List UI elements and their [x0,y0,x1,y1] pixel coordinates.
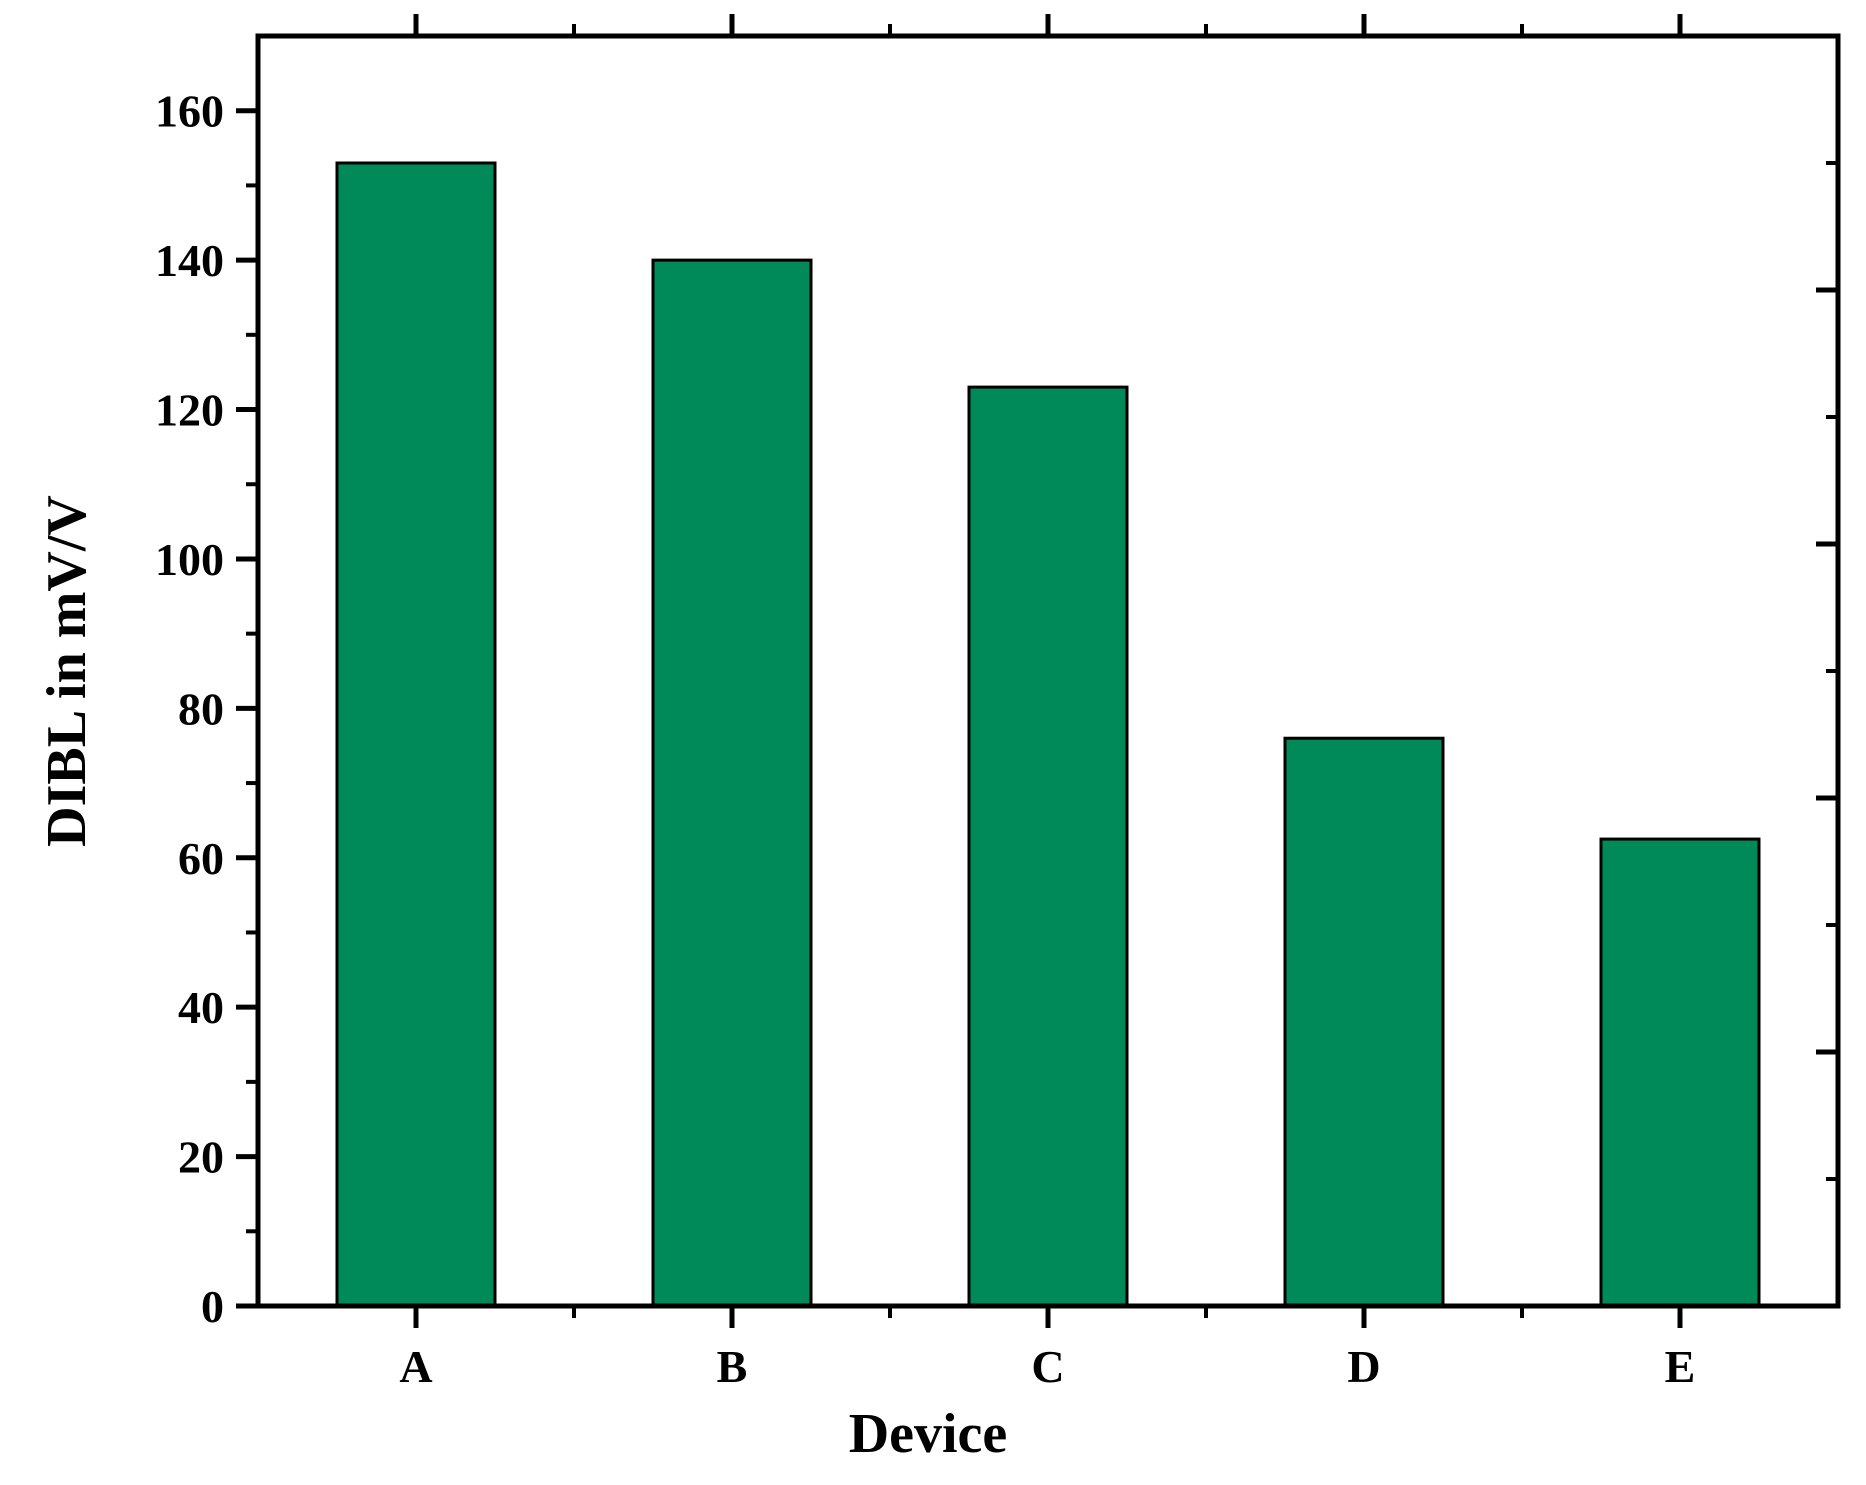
x-axis-title: Device [849,1403,1008,1465]
x-tick-label-b: B [717,1341,748,1392]
x-tick-label-a: A [399,1341,432,1392]
bar-d [1283,736,1445,1308]
y-tick-label: 0 [201,1281,224,1332]
y-tick-label: 60 [178,833,224,884]
y-tick-label: 160 [155,86,224,137]
y-tick-label: 40 [178,982,224,1033]
plot-frame [255,33,1841,1309]
x-tick-label-c: C [1031,1341,1064,1392]
bar-c [967,385,1129,1308]
x-tick-label-d: D [1347,1341,1380,1392]
y-tick-label: 20 [178,1132,224,1183]
y-tick-label: 100 [155,534,224,585]
y-axis-title: DIBL in mV/V [36,495,98,847]
bar-a [335,161,497,1308]
x-tick-label-e: E [1665,1341,1696,1392]
y-tick-label: 120 [155,385,224,436]
bar-b [651,258,813,1308]
y-tick-label: 80 [178,683,224,734]
y-tick-label: 140 [155,235,224,286]
bar-e [1599,837,1761,1308]
